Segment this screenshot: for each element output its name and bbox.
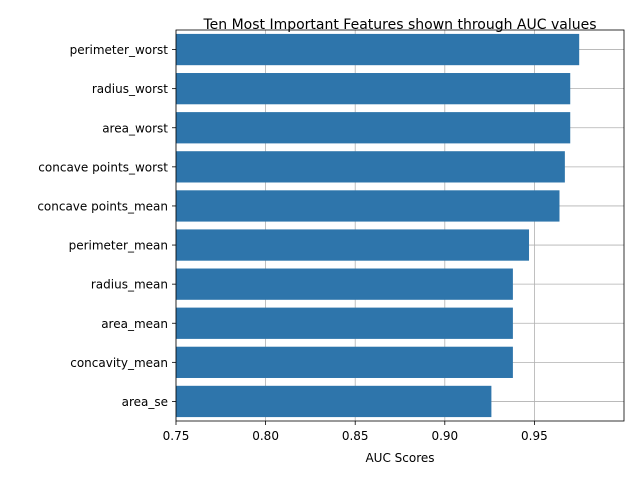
plot-frame [175, 29, 625, 422]
bar [176, 229, 530, 261]
y-tick-label: perimeter_mean [69, 239, 168, 253]
bars [176, 33, 580, 418]
x-tick-label: 0.90 [431, 429, 458, 443]
bar [176, 268, 513, 300]
bar [176, 73, 571, 105]
x-tick-label: 0.75 [163, 429, 190, 443]
y-tick-label: concave points_mean [37, 199, 168, 213]
y-tick-label: perimeter_worst [70, 43, 169, 57]
y-tick-label: concave points_worst [38, 160, 168, 174]
x-axis-label: AUC Scores [365, 451, 434, 465]
bar [176, 112, 571, 144]
bar [176, 190, 560, 222]
bar [176, 385, 492, 418]
y-tick-label: radius_worst [92, 82, 168, 96]
chart-title: Ten Most Important Features shown throug… [202, 17, 596, 33]
x-tick-label: 0.80 [252, 429, 279, 443]
bar [176, 33, 580, 66]
bar [176, 151, 565, 183]
x-axis-ticks: 0.75 0.80 0.85 0.90 0.95 [163, 421, 548, 443]
y-tick-label: radius_mean [91, 278, 168, 292]
y-tick-label: concavity_mean [70, 356, 168, 370]
bar [176, 346, 513, 378]
y-tick-label: area_worst [102, 121, 168, 135]
y-axis-ticks: perimeter_worst radius_worst area_worstcon… [37, 43, 176, 409]
y-tick-label: area_se [122, 395, 168, 409]
bar [176, 307, 513, 339]
y-tick-label: area_mean [101, 317, 168, 331]
x-tick-label: 0.95 [521, 429, 548, 443]
x-tick-label: 0.85 [342, 429, 369, 443]
